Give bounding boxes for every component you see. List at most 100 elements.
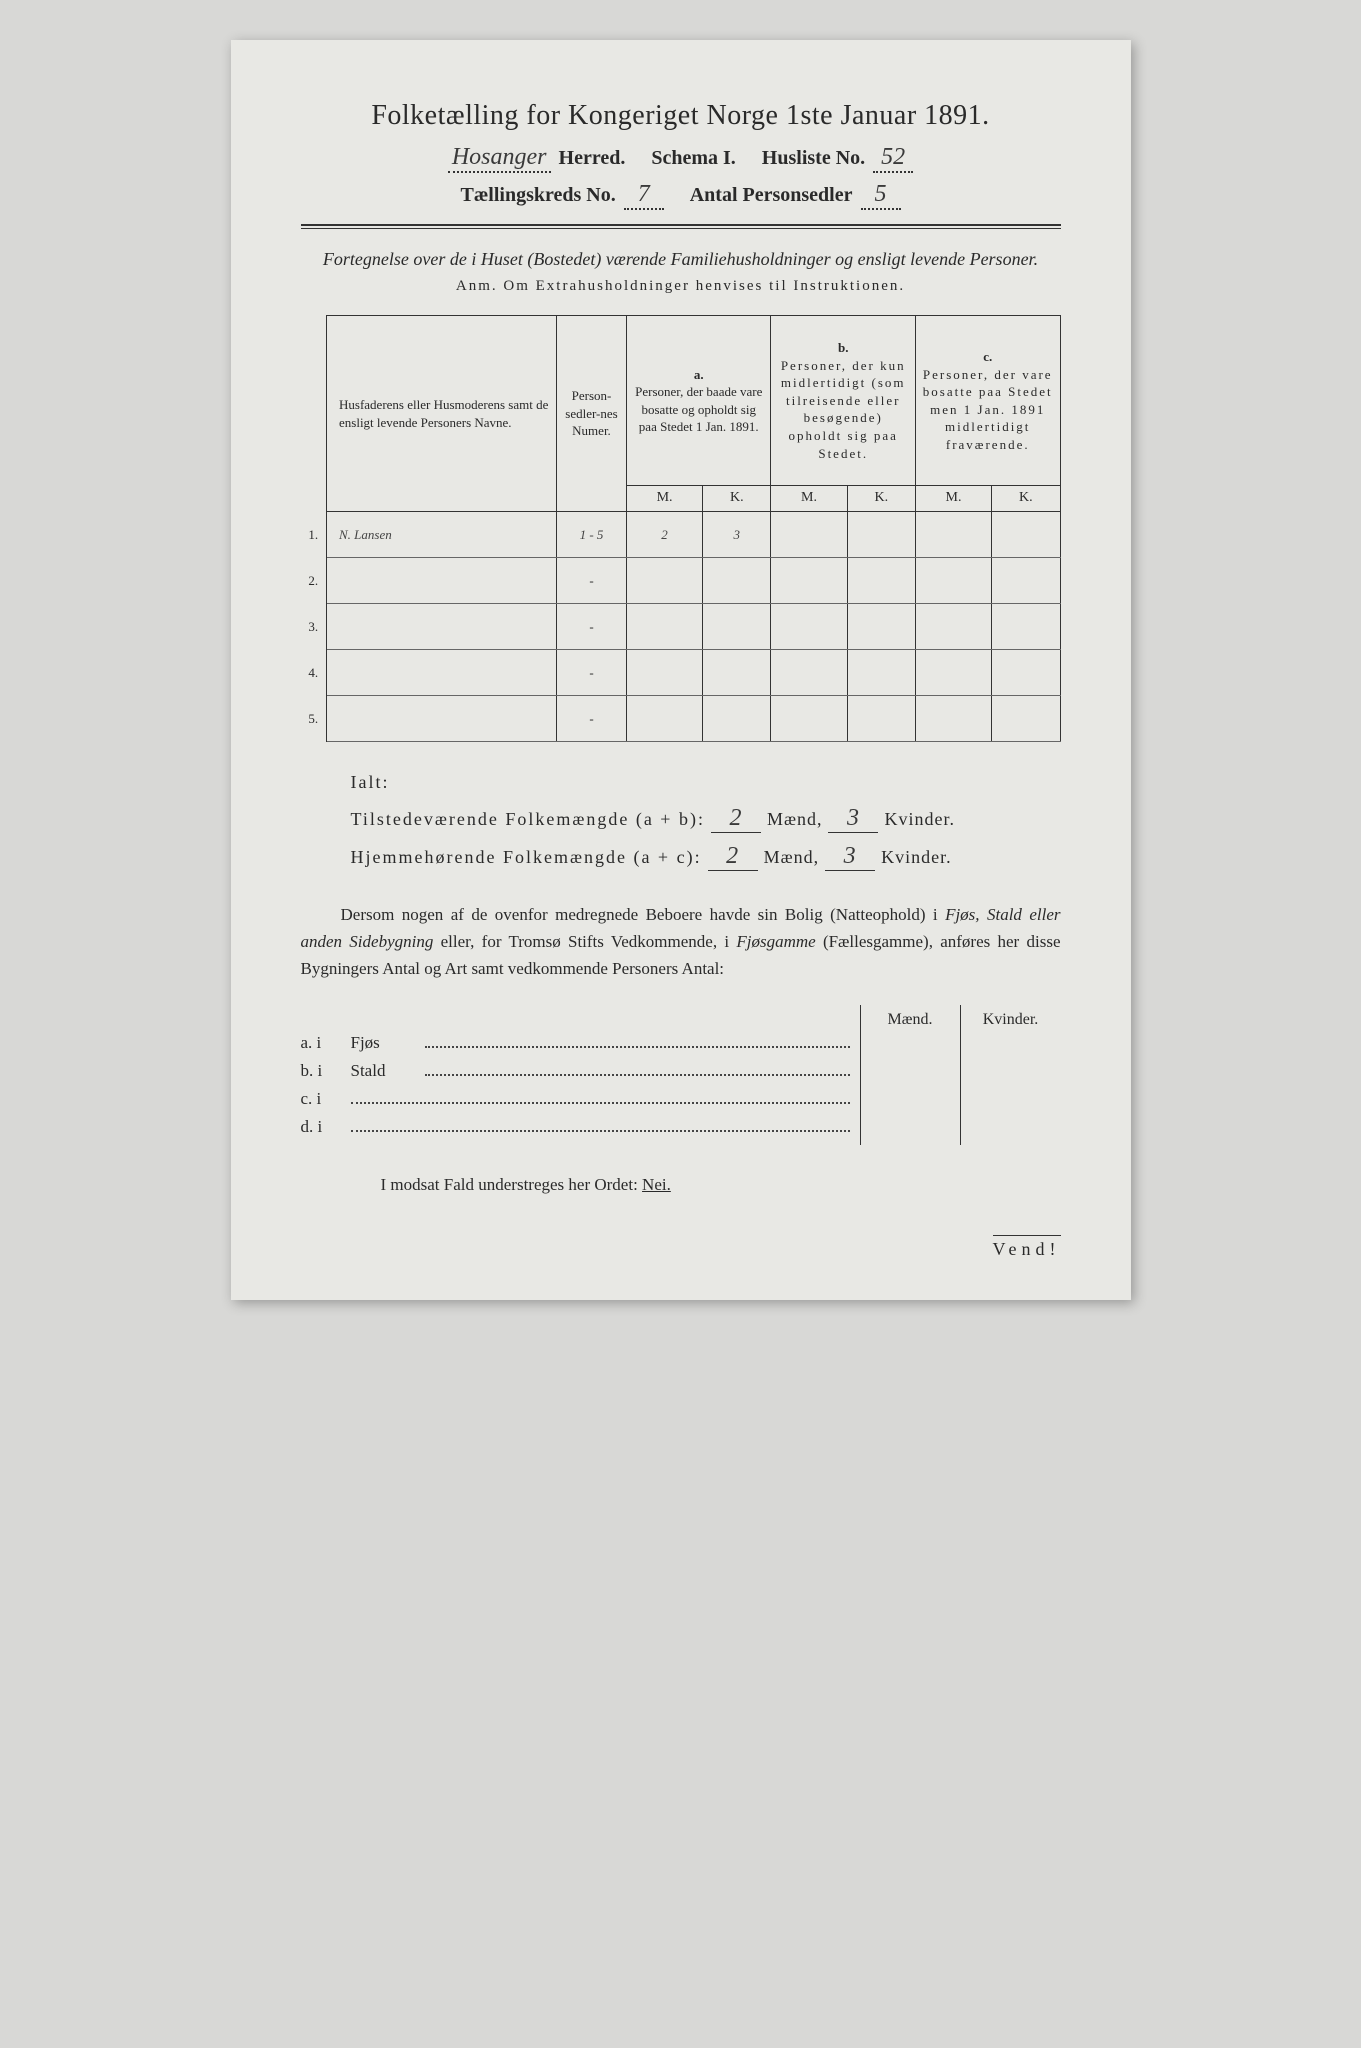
building-type: Stald bbox=[351, 1061, 421, 1081]
header-line-1: Hosanger Herred. Schema I. Husliste No. … bbox=[301, 144, 1061, 173]
building-label: c. i bbox=[301, 1089, 351, 1109]
table-row: 5. - bbox=[301, 696, 1061, 742]
census-table: Husfaderens eller Husmoderens samt de en… bbox=[301, 315, 1061, 742]
row-b-m bbox=[771, 604, 847, 650]
row-a-m bbox=[627, 604, 703, 650]
building-type: Fjøs bbox=[351, 1033, 421, 1053]
col-b-m: M. bbox=[771, 486, 847, 512]
col-name-header: Husfaderens eller Husmoderens samt de en… bbox=[327, 316, 557, 512]
ialt-row-1: Tilstedeværende Folkemængde (a + b): 2 M… bbox=[351, 805, 1061, 833]
col-numer-header: Person-sedler-nes Numer. bbox=[557, 316, 627, 512]
husliste-value: 52 bbox=[873, 144, 913, 173]
antal-label: Antal Personsedler bbox=[690, 184, 853, 207]
divider-rule bbox=[301, 224, 1061, 229]
col-a-label: a. bbox=[631, 366, 766, 384]
building-label: b. i bbox=[301, 1061, 351, 1081]
husliste-label: Husliste No. bbox=[762, 147, 865, 170]
row-numer: - bbox=[557, 558, 627, 604]
table-row: 2. - bbox=[301, 558, 1061, 604]
row-b-k bbox=[847, 696, 915, 742]
row-c-k bbox=[992, 512, 1060, 558]
census-form-page: Folketælling for Kongeriget Norge 1ste J… bbox=[231, 40, 1131, 1300]
row-numer: - bbox=[557, 650, 627, 696]
building-row: b. i Stald bbox=[301, 1061, 850, 1081]
ialt-line1-label: Tilstedeværende Folkemængde (a + b): bbox=[351, 809, 705, 830]
schema-label: Schema I. bbox=[651, 147, 735, 170]
row-b-m bbox=[771, 558, 847, 604]
building-row: d. i bbox=[301, 1117, 850, 1137]
kreds-value: 7 bbox=[624, 181, 664, 210]
row-a-m bbox=[627, 650, 703, 696]
row-b-k bbox=[847, 604, 915, 650]
row-name: N. Lansen bbox=[327, 512, 557, 558]
row-c-m bbox=[915, 512, 991, 558]
row-c-m bbox=[915, 696, 991, 742]
row-name bbox=[327, 696, 557, 742]
row-numer: 1 - 5 bbox=[557, 512, 627, 558]
row-num: 3. bbox=[301, 604, 327, 650]
row-b-m bbox=[771, 650, 847, 696]
row-c-k bbox=[992, 604, 1060, 650]
kvinder-label: Kvinder. bbox=[884, 809, 955, 830]
row-num: 2. bbox=[301, 558, 327, 604]
row-b-m bbox=[771, 696, 847, 742]
dotted-fill bbox=[425, 1064, 850, 1076]
col-b-k: K. bbox=[847, 486, 915, 512]
col-a-k: K. bbox=[703, 486, 771, 512]
antal-value: 5 bbox=[861, 181, 901, 210]
table-row: 3. - bbox=[301, 604, 1061, 650]
row-a-k bbox=[703, 558, 771, 604]
col-c-label: c. bbox=[920, 348, 1056, 366]
building-paragraph: Dersom nogen af de ovenfor medregnede Be… bbox=[301, 901, 1061, 983]
building-row: a. i Fjøs bbox=[301, 1033, 850, 1053]
ialt-section: Ialt: Tilstedeværende Folkemængde (a + b… bbox=[351, 772, 1061, 871]
col-c-text: Personer, der vare bosatte paa Stedet me… bbox=[920, 366, 1056, 454]
subtitle: Fortegnelse over de i Huset (Bostedet) v… bbox=[301, 247, 1061, 272]
row-name bbox=[327, 650, 557, 696]
building-list: a. i Fjøs b. i Stald c. i d. i bbox=[301, 1005, 860, 1145]
row-b-k bbox=[847, 650, 915, 696]
nei-word: Nei. bbox=[642, 1175, 671, 1194]
building-counts: Mænd. Kvinder. bbox=[860, 1005, 1061, 1145]
vend-label: Vend! bbox=[993, 1235, 1061, 1260]
col-c-m: M. bbox=[915, 486, 991, 512]
row-num: 1. bbox=[301, 512, 327, 558]
ialt-line1-k: 3 bbox=[828, 805, 878, 833]
building-label: d. i bbox=[301, 1117, 351, 1137]
kvinder-label: Kvinder. bbox=[881, 847, 952, 868]
maend-label: Mænd, bbox=[764, 847, 820, 868]
kreds-label: Tællingskreds No. bbox=[461, 184, 616, 207]
page-title: Folketælling for Kongeriget Norge 1ste J… bbox=[301, 100, 1061, 132]
header-line-2: Tællingskreds No. 7 Antal Personsedler 5 bbox=[301, 181, 1061, 210]
row-name bbox=[327, 604, 557, 650]
row-a-m bbox=[627, 558, 703, 604]
row-c-m bbox=[915, 604, 991, 650]
row-c-m bbox=[915, 650, 991, 696]
row-num: 4. bbox=[301, 650, 327, 696]
row-c-k bbox=[992, 558, 1060, 604]
nei-text: I modsat Fald understreges her Ordet: bbox=[381, 1175, 638, 1194]
row-c-k bbox=[992, 650, 1060, 696]
dotted-fill bbox=[351, 1092, 850, 1104]
kvinder-col: Kvinder. bbox=[961, 1005, 1061, 1145]
herred-value: Hosanger bbox=[448, 144, 551, 173]
row-b-m bbox=[771, 512, 847, 558]
row-name bbox=[327, 558, 557, 604]
row-a-k: 3 bbox=[703, 512, 771, 558]
col-c-k: K. bbox=[992, 486, 1060, 512]
maend-col: Mænd. bbox=[861, 1005, 961, 1145]
col-b-label: b. bbox=[775, 339, 910, 357]
row-a-m bbox=[627, 696, 703, 742]
maend-label: Mænd, bbox=[767, 809, 823, 830]
row-a-m: 2 bbox=[627, 512, 703, 558]
anm-note: Anm. Om Extrahusholdninger henvises til … bbox=[301, 278, 1061, 295]
herred-label: Herred. bbox=[559, 147, 626, 170]
row-a-k bbox=[703, 696, 771, 742]
row-num: 5. bbox=[301, 696, 327, 742]
building-row: c. i bbox=[301, 1089, 850, 1109]
row-a-k bbox=[703, 604, 771, 650]
col-a-text: Personer, der baade vare bosatte og opho… bbox=[631, 383, 766, 436]
row-c-m bbox=[915, 558, 991, 604]
nei-line: I modsat Fald understreges her Ordet: Ne… bbox=[301, 1175, 1061, 1195]
row-c-k bbox=[992, 696, 1060, 742]
